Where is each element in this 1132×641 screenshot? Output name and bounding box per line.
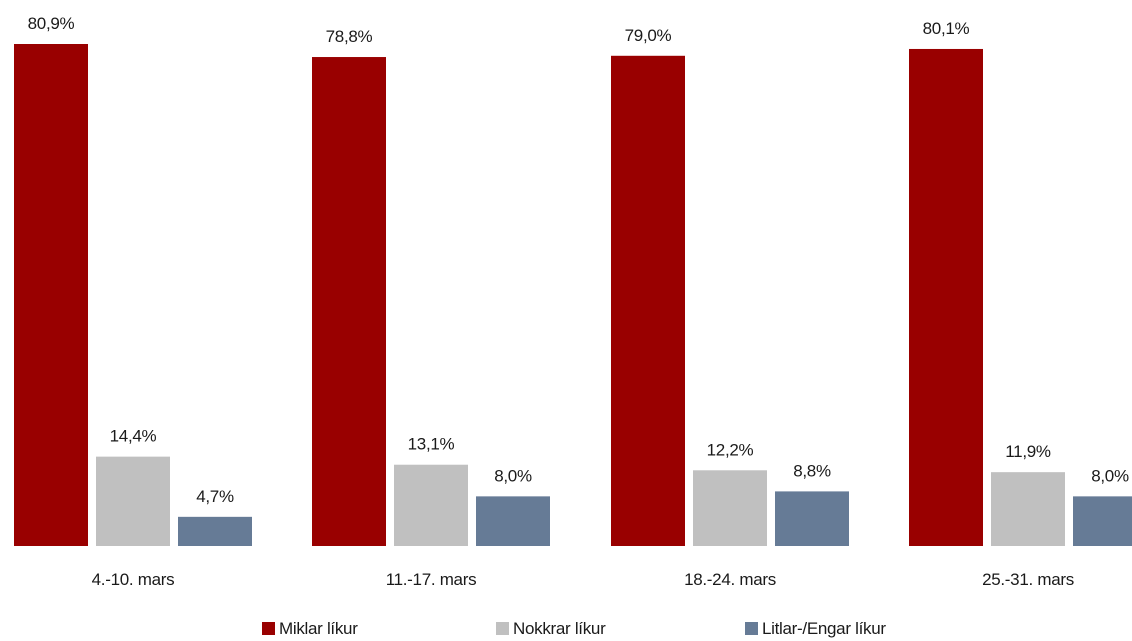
bar-3-1 <box>178 516 252 546</box>
legend-swatch-1 <box>262 622 275 635</box>
bar-2-4 <box>991 472 1065 546</box>
bar-1-3 <box>611 55 685 547</box>
legend-label-3: Litlar-/Engar líkur <box>762 619 886 638</box>
data-label-2-2: 13,1% <box>408 435 455 454</box>
data-label-2-3: 12,2% <box>707 440 754 459</box>
data-label-1-4: 80,1% <box>923 19 970 38</box>
bar-2-2 <box>394 464 468 546</box>
data-label-3-3: 8,8% <box>793 461 831 480</box>
legend-label-1: Miklar líkur <box>279 619 358 638</box>
bar-2-3 <box>693 470 767 546</box>
data-label-3-1: 4,7% <box>196 487 234 506</box>
bar-1-2 <box>312 57 386 546</box>
bar-1-1 <box>14 44 88 546</box>
category-label-4: 25.-31. mars <box>982 570 1074 589</box>
legend-swatch-2 <box>496 622 509 635</box>
data-label-1-3: 79,0% <box>625 26 672 45</box>
bar-2-1 <box>96 456 170 546</box>
data-label-2-4: 11,9% <box>1005 442 1051 461</box>
bar-1-4 <box>909 48 983 547</box>
data-label-2-1: 14,4% <box>110 427 157 446</box>
category-labels-layer: 4.-10. mars 11.-17. mars 18.-24. mars 25.-3… <box>92 570 1075 589</box>
category-label-3: 18.-24. mars <box>684 570 776 589</box>
data-label-1-1: 80,9% <box>28 14 75 33</box>
bar-3-3 <box>775 491 849 546</box>
legend-label-2: Nokkrar líkur <box>513 619 606 638</box>
category-label-1: 4.-10. mars <box>92 570 175 589</box>
data-label-1-2: 78,8% <box>326 27 373 46</box>
legend: Miklar líkur Nokkrar líkur Litlar-/Engar l… <box>262 619 887 638</box>
data-label-3-2: 8,0% <box>494 466 532 485</box>
bar-3-2 <box>476 496 550 546</box>
legend-swatch-3 <box>745 622 758 635</box>
data-label-3-4: 8,0% <box>1091 466 1129 485</box>
bar-3-4 <box>1073 496 1132 546</box>
category-label-2: 11.-17. mars <box>386 570 477 589</box>
bars-layer <box>14 44 1132 547</box>
data-labels-layer: 80,9% 14,4% 4,7% 78,8% 13,1% 8,0% 79,0% 12,2% 8,… <box>28 14 1130 506</box>
